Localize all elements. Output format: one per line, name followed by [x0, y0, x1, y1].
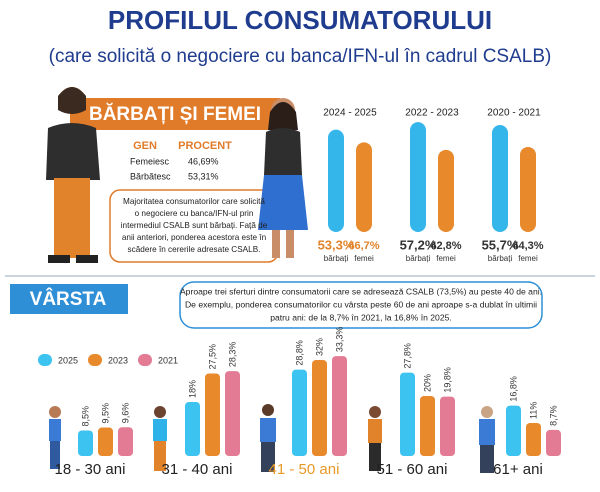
table-header: PROCENT — [178, 140, 232, 152]
period-label: 2020 - 2021 — [487, 108, 541, 119]
bar — [78, 430, 93, 456]
category-label: 31 - 40 ani — [162, 461, 233, 478]
bar — [312, 360, 327, 456]
banner — [70, 98, 280, 130]
bar — [526, 423, 541, 456]
note-line: o negociere cu banca/IFN-ul prin — [135, 209, 254, 218]
bar — [400, 372, 415, 456]
note-line: patru ani: de la 8,7% în 2021, la 16,8% … — [270, 312, 452, 322]
series-name: femei — [354, 254, 374, 263]
value-label: 55,7% — [482, 237, 519, 252]
section-title: BĂRBAȚI ȘI FEMEI — [89, 103, 261, 125]
value-label: 53,3% — [318, 237, 355, 252]
table-header: GEN — [133, 140, 157, 152]
note-line: Aproape trei sferturi dintre consumatori… — [180, 286, 542, 296]
bar — [438, 149, 454, 232]
period-label: 2024 - 2025 — [323, 108, 377, 119]
bar — [420, 396, 435, 456]
value-label: 19,8% — [442, 367, 452, 393]
section-title: VÂRSTA — [30, 288, 107, 310]
value-label: 9,6% — [120, 403, 130, 424]
note-line: Majoritatea consumatorilor care solicită — [123, 197, 265, 206]
value-label: 28,3% — [227, 342, 237, 368]
legend-label: 2025 — [58, 355, 78, 365]
value-label: 27,5% — [207, 344, 217, 370]
category-label: 51 - 60 ani — [377, 461, 448, 478]
man-figure — [46, 87, 100, 263]
bar — [520, 146, 536, 232]
bar — [546, 429, 561, 456]
value-label: 9,5% — [100, 403, 110, 424]
title: PROFILUL CONSUMATORULUI — [108, 5, 492, 35]
category-label: 61+ ani — [493, 461, 543, 478]
table-cell: Femeiesc — [130, 156, 170, 166]
legend-label: 2023 — [108, 355, 128, 365]
bar — [328, 129, 344, 232]
bar — [225, 371, 240, 456]
value-label: 28,8% — [294, 340, 304, 366]
value-label: 44,3% — [512, 240, 543, 252]
bar — [356, 142, 372, 232]
bar — [440, 396, 455, 456]
series-name: bărbați — [488, 254, 513, 263]
value-label: 16,8% — [508, 376, 518, 402]
bar — [332, 356, 347, 456]
legend-swatch — [138, 354, 152, 366]
series-name: bărbați — [324, 254, 349, 263]
value-label: 57,2% — [400, 237, 437, 252]
value-label: 8,7% — [548, 405, 558, 426]
value-label: 11% — [528, 402, 538, 419]
value-label: 46,7% — [348, 240, 379, 252]
value-label: 18% — [187, 380, 197, 398]
note-box — [179, 281, 543, 329]
value-label: 33,3% — [334, 327, 344, 353]
bar — [506, 405, 521, 456]
note-line: anii anteriori, ponderea acestora este î… — [122, 233, 267, 242]
person-figures — [49, 404, 495, 473]
table-cell: Bărbătesc — [130, 171, 171, 181]
bar — [185, 402, 200, 456]
value-label: 27,8% — [402, 343, 412, 369]
subtitle: (care solicită o negociere cu banca/IFN-… — [49, 46, 552, 67]
table-cell: 46,69% — [188, 156, 219, 166]
bar — [492, 125, 508, 232]
note-line: intermediul CSALB sunt bărbați. Față de — [121, 221, 268, 230]
note-line: scădere în cererile adresate CSALB. — [128, 245, 261, 254]
woman-figure — [258, 98, 308, 258]
note-line: De exemplu, ponderea consumatorilor cu v… — [185, 299, 537, 309]
bar — [410, 122, 426, 232]
legend-label: 2021 — [158, 355, 178, 365]
table-cell: 53,31% — [188, 171, 219, 181]
legend-swatch — [38, 354, 52, 366]
bar — [205, 373, 220, 456]
value-label: 42,8% — [430, 240, 461, 252]
bar — [118, 427, 133, 456]
value-label: 8,5% — [80, 406, 90, 427]
value-label: 20% — [422, 374, 432, 392]
category-label: 18 - 30 ani — [55, 461, 126, 478]
period-label: 2022 - 2023 — [405, 108, 459, 119]
legend-swatch — [88, 354, 102, 366]
value-label: 32% — [314, 338, 324, 356]
banner — [10, 284, 128, 314]
bar — [98, 427, 113, 456]
bar — [292, 369, 307, 456]
series-name: femei — [436, 254, 456, 263]
series-name: femei — [518, 254, 538, 263]
category-label: 41 - 50 ani — [269, 461, 340, 478]
series-name: bărbați — [406, 254, 431, 263]
